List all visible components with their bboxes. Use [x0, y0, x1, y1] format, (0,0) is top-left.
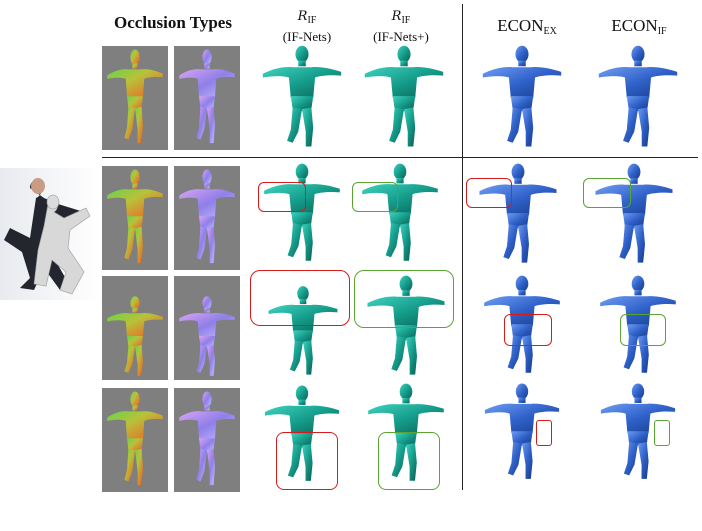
occ-row4-depth	[102, 388, 168, 492]
occ-row1-normal	[174, 46, 240, 150]
input-photo-figure-icon	[4, 178, 91, 295]
mesh-econ-if-row1-icon	[586, 42, 690, 154]
header-econ-if: ECONIF	[594, 16, 684, 37]
mesh-ifnets-row1-icon	[250, 42, 354, 154]
highlight-box-red	[536, 420, 552, 446]
mesh-econ-ex-row1-icon	[470, 42, 574, 154]
header-rif-ifnets: RIF (IF-Nets)	[262, 8, 352, 45]
horizontal-divider	[102, 157, 698, 158]
mesh-econ-ex-row2-icon	[466, 160, 570, 270]
highlight-box-red	[250, 270, 350, 326]
mesh-econ-if-row2-icon	[582, 160, 686, 270]
occ-row2-depth	[102, 166, 168, 270]
econ-if-main: ECON	[611, 16, 658, 35]
mesh-econ-if-row4-icon	[586, 380, 690, 486]
caption-fragment	[0, 512, 702, 531]
header-rif-ifnetsplus: RIF (IF-Nets+)	[356, 8, 446, 45]
occ-row3-depth	[102, 276, 168, 380]
econ-ex-main: ECON	[497, 16, 544, 35]
highlight-box-red	[466, 178, 512, 208]
highlight-box-red	[276, 432, 338, 490]
mesh-ifnetsplus-row2-icon	[354, 160, 446, 268]
mesh-ifnets-row2-icon	[256, 160, 348, 268]
econ-ex-subscript: EX	[543, 26, 557, 37]
depth-figure-icon	[102, 276, 168, 380]
rif-subscript: IF	[307, 15, 317, 26]
highlight-box-green	[378, 432, 440, 490]
depth-figure-icon	[102, 166, 168, 270]
header-econ-ex: ECONEX	[482, 16, 572, 37]
vertical-divider	[462, 4, 463, 490]
ifnetsplus-label: (IF-Nets+)	[373, 29, 429, 44]
occ-row1-depth	[102, 46, 168, 150]
header-occlusion-types: Occlusion Types	[103, 13, 243, 33]
normal-figure-icon	[174, 276, 240, 380]
rif-symbol-2: R	[391, 9, 402, 24]
rif-symbol: R	[297, 9, 308, 24]
highlight-box-red	[258, 182, 306, 212]
highlight-box-green	[352, 182, 398, 212]
mesh-ifnetsplus-row1-icon	[352, 42, 456, 154]
econ-if-subscript: IF	[657, 26, 667, 37]
normal-figure-icon	[174, 388, 240, 492]
highlight-box-green	[354, 270, 454, 328]
occ-row3-normal	[174, 276, 240, 380]
normal-figure-icon	[174, 166, 240, 270]
highlight-box-green	[620, 314, 666, 346]
depth-figure-icon	[102, 388, 168, 492]
mesh-econ-ex-row4-icon	[470, 380, 574, 486]
occ-row2-normal	[174, 166, 240, 270]
normal-figure-icon	[174, 46, 240, 150]
ifnets-label: (IF-Nets)	[282, 29, 332, 44]
highlight-box-green	[654, 420, 670, 446]
highlight-box-red	[504, 314, 552, 346]
highlight-box-green	[583, 178, 631, 208]
occ-row4-normal	[174, 388, 240, 492]
input-photo	[0, 168, 100, 300]
depth-figure-icon	[102, 46, 168, 150]
rif-subscript-2: IF	[401, 15, 411, 26]
occlusion-types-label: Occlusion Types	[114, 13, 232, 32]
